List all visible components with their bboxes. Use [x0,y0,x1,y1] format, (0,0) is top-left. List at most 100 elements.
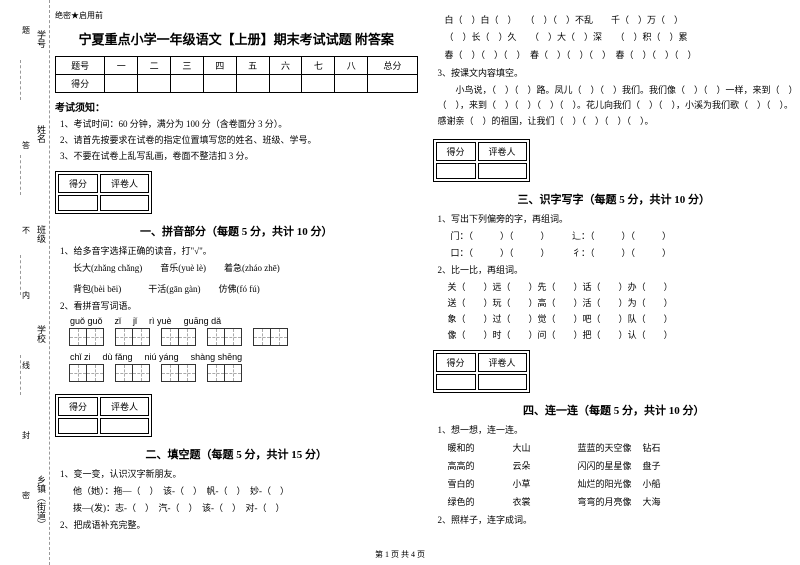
score-header-cell: 总分 [368,57,417,75]
idiom-fill: 白（ ）白（ ） （ ）（ ）不乱 千（ ）万（ ） [433,13,796,27]
sidebar-school: 学校 [35,325,48,343]
word-choice: 音乐(yuè lè) [160,263,206,273]
pinyin: zǐ [115,316,122,326]
question-text: 2、比一比，再组词。 [433,263,796,276]
page-footer: 第 1 页 共 4 页 [0,549,800,560]
score-cell: 得分 [56,75,105,93]
word-choice: 背包(bèi bēi) [73,284,121,294]
score-entry-box: 得分评卷人 [55,171,152,214]
fill-line: 拨—(发)：志-（ ） 汽-（ ） 该-（ ） 对-（ ） [55,501,418,514]
section-4-title: 四、连一连（每题 5 分，共计 10 分） [433,402,796,418]
match-row: 高高的云朵闪闪的星星像盘子 [433,459,796,472]
question-text: 3、按课文内容填空。 [433,66,796,79]
seal-mark: 封 [22,430,30,441]
left-column: 绝密★启用前 宁夏重点小学一年级语文【上册】期末考试试题 附答案 题号一二三四五… [55,10,418,535]
compare-row: 象（ ）过（ ）觉（ ）吧（ ）队（ ） [433,312,796,325]
match-row: 暖和的大山蓝蓝的天空像钻石 [433,441,796,454]
question-text: 1、写出下列偏旁的字，再组词。 [433,212,796,225]
seal-mark: 线 [22,360,30,371]
dash-line [20,155,21,195]
score-header-cell: 四 [203,57,236,75]
question-text: 1、给多音字选择正确的读音，打"√"。 [55,244,418,257]
passage-fill: 小鸟说，（ ）（ ）路。凤儿（ ）（ ）我们。我们像（ ）（ ）一样，来到（ ）… [433,83,796,129]
score-header-cell: 三 [171,57,204,75]
score-header-cell: 一 [105,57,138,75]
score-header-cell: 二 [138,57,171,75]
seal-mark: 内 [22,290,30,301]
exam-title: 宁夏重点小学一年级语文【上册】期末考试试题 附答案 [55,29,418,48]
seal-mark: 密 [22,490,30,501]
char-grid [70,328,104,346]
sidebar-student-id: 学号 [35,30,48,48]
compare-row: 像（ ）时（ ）问（ ）把（ ）认（ ） [433,328,796,341]
dash-line [20,355,21,395]
pinyin: niú yáng [145,352,179,362]
seal-mark: 答 [22,140,30,151]
char-grid [208,328,242,346]
idiom-fill: 春（ ）（ ）（ ） 春（ ）（ ）（ ） 春（ ）（ ）（ ） [433,48,796,62]
question-text: 2、看拼音写词语。 [55,299,418,312]
notice-heading: 考试须知： [55,99,418,114]
char-grid [116,364,150,382]
pinyin: guāng dǎ [184,316,222,326]
score-header-cell: 七 [302,57,335,75]
pinyin: chǐ zi [70,352,91,362]
seal-mark: 不 [22,225,30,236]
compare-row: 送（ ）玩（ ）高（ ）活（ ）为（ ） [433,296,796,309]
radical-row: 口：（ ）（ ） 彳：（ ）（ ） [433,246,796,259]
score-entry-box: 得分评卷人 [55,394,152,437]
sidebar-town: 乡镇（街道） [35,475,48,529]
score-entry-box: 得分评卷人 [433,139,530,182]
idiom-fill: （ ）长（ ）久 （ ）大（ ）深 （ ）积（ ）累 [433,30,796,44]
word-choice: 仿佛(fó fú) [219,284,260,294]
grader-label: 评卷人 [478,142,527,161]
pinyin: dù fǎng [103,352,133,362]
pinyin: guǒ guǒ [70,316,103,326]
question-text: 1、变一变，认识汉字新朋友。 [55,467,418,480]
score-table: 题号一二三四五六七八总分 得分 [55,56,418,93]
score-label: 得分 [436,142,476,161]
question-text: 2、照样子，连字成词。 [433,513,796,526]
match-row: 雪白的小草灿烂的阳光像小船 [433,477,796,490]
char-grid [162,328,196,346]
char-grid [70,364,104,382]
char-grid [254,328,288,346]
char-grid [208,364,242,382]
pinyin: rì yuè [149,316,172,326]
secret-label: 绝密★启用前 [55,10,418,21]
section-3-title: 三、识字写字（每题 5 分，共计 10 分） [433,191,796,207]
score-label: 得分 [58,174,98,193]
binding-sidebar: 学号 姓名 班级 学校 乡镇（街道） 题 答 不 内 线 封 密 [0,0,50,565]
char-grid [116,328,150,346]
match-row: 绿色的衣裳弯弯的月亮像大海 [433,495,796,508]
score-header-cell: 题号 [56,57,105,75]
compare-row: 关（ ）远（ ）先（ ）话（ ）办（ ） [433,280,796,293]
radical-row: 门：（ ）（ ） 辶：（ ）（ ） [433,229,796,242]
pinyin: shàng shēng [191,352,243,362]
question-text: 1、想一想，连一连。 [433,423,796,436]
word-choice: 着急(zháo zhē) [224,263,280,273]
question-text: 2、把成语补充完整。 [55,518,418,531]
notice-item: 1、考试时间：60 分钟，满分为 100 分（含卷面分 3 分）。 [55,117,418,130]
pinyin: jǐ [133,316,137,326]
score-entry-box: 得分评卷人 [433,350,530,393]
sidebar-class: 班级 [35,225,48,243]
score-label: 得分 [58,397,98,416]
grader-label: 评卷人 [100,397,149,416]
notice-item: 2、请首先按要求在试卷的指定位置填写您的姓名、班级、学号。 [55,133,418,146]
seal-mark: 题 [22,25,30,36]
right-column: 白（ ）白（ ） （ ）（ ）不乱 千（ ）万（ ） （ ）长（ ）久 （ ）大… [433,10,796,535]
score-header-cell: 五 [236,57,269,75]
word-choice: 干活(gān gàn) [148,284,200,294]
score-label: 得分 [436,353,476,372]
main-content: 绝密★启用前 宁夏重点小学一年级语文【上册】期末考试试题 附答案 题号一二三四五… [55,10,795,535]
notice-item: 3、不要在试卷上乱写乱画，卷面不整洁扣 3 分。 [55,149,418,162]
section-1-title: 一、拼音部分（每题 5 分，共计 10 分） [55,223,418,239]
word-choice: 长大(zhǎng chǎng) [73,263,142,273]
grader-label: 评卷人 [478,353,527,372]
dash-line [20,60,21,100]
sidebar-name: 姓名 [35,125,48,143]
dash-line [20,255,21,295]
section-2-title: 二、填空题（每题 5 分，共计 15 分） [55,446,418,462]
grader-label: 评卷人 [100,174,149,193]
